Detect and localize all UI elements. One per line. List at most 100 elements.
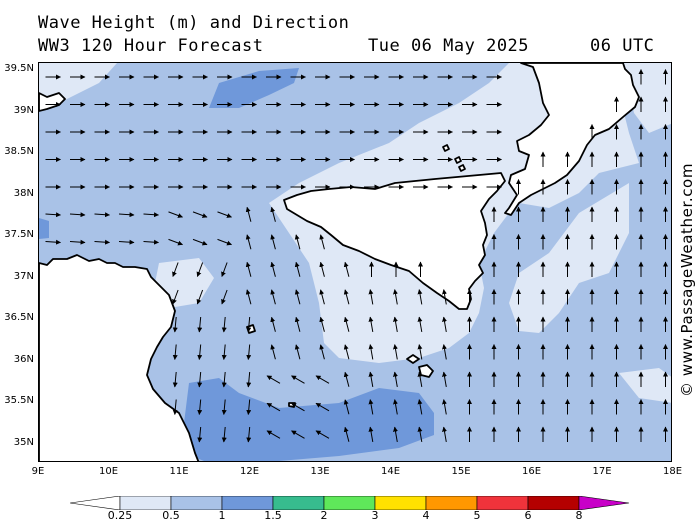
colorbar-segment (221, 496, 274, 510)
direction-arrow (319, 289, 325, 305)
colorbar-segment (374, 496, 427, 510)
direction-arrow (417, 289, 423, 305)
direction-arrow (368, 371, 374, 387)
lat-label: 37.5N (4, 229, 34, 240)
direction-arrow (168, 238, 183, 246)
direction-arrow (245, 234, 252, 250)
lon-label: 12E (239, 466, 260, 477)
direction-arrow (319, 344, 325, 360)
direction-arrow (168, 211, 183, 218)
direction-arrow (45, 212, 61, 218)
direction-arrow (69, 239, 86, 245)
direction-arrow (196, 262, 204, 277)
lat-label: 38.5N (4, 146, 34, 157)
copyright-credit: © www.PassageWeather.com (678, 162, 696, 398)
direction-arrow (343, 289, 350, 305)
direction-arrow (368, 426, 374, 442)
direction-arrow (343, 371, 350, 387)
direction-arrow (266, 402, 281, 412)
wave-direction-arrows (45, 69, 668, 443)
colorbar-segment (272, 496, 325, 510)
direction-arrow (417, 371, 423, 387)
lon-label: 13E (310, 466, 330, 477)
map-canvas (39, 63, 671, 461)
colorbar-segment (425, 496, 478, 510)
colorbar-min-triangle (70, 496, 121, 510)
direction-arrow (319, 316, 325, 332)
direction-arrow (442, 344, 447, 360)
direction-arrow (245, 206, 252, 222)
direction-arrow (294, 344, 301, 360)
direction-arrow (221, 316, 227, 333)
direction-arrow (246, 316, 252, 333)
direction-arrow (294, 234, 301, 250)
direction-arrow (315, 375, 330, 384)
direction-arrow (343, 399, 350, 415)
direction-arrow (245, 289, 252, 305)
direction-arrow (270, 206, 276, 222)
colorbar-label: 3 (371, 509, 379, 522)
direction-arrow (197, 344, 203, 360)
wave-height-map[interactable] (38, 62, 672, 462)
direction-arrow (417, 344, 423, 360)
forecast-date: Tue 06 May 2025 (368, 36, 530, 56)
lon-label: 16E (521, 466, 542, 477)
direction-arrow (343, 316, 350, 332)
direction-arrow (270, 261, 276, 277)
direction-arrow (217, 238, 232, 246)
lat-label: 39.5N (4, 63, 34, 74)
direction-arrow (246, 399, 252, 415)
direction-arrow (246, 344, 252, 360)
direction-arrow (246, 426, 252, 443)
colorbar-segment (323, 496, 376, 510)
direction-arrow (221, 371, 227, 388)
direction-arrow (172, 289, 179, 305)
direction-arrow (172, 344, 178, 360)
direction-arrow (172, 399, 178, 415)
direction-arrow (315, 430, 330, 439)
lon-label: 9E (31, 466, 45, 477)
direction-arrow (291, 430, 305, 439)
colorbar-label: 2 (320, 509, 328, 522)
colorbar-label: 1.5 (264, 509, 282, 522)
direction-arrow (45, 239, 61, 245)
direction-arrow (291, 375, 305, 384)
direction-arrow (197, 399, 203, 415)
direction-arrow (197, 371, 203, 388)
direction-arrow (442, 371, 447, 387)
direction-arrow (221, 262, 228, 277)
direction-arrow (417, 426, 423, 442)
direction-arrow (94, 212, 110, 218)
lon-label: 15E (451, 466, 471, 477)
direction-arrow (118, 239, 135, 245)
direction-arrow (192, 238, 208, 246)
direction-arrow (315, 402, 330, 412)
direction-arrow (319, 234, 325, 250)
colorbar-segment (119, 496, 172, 510)
direction-arrow (94, 239, 110, 245)
direction-arrow (368, 289, 374, 305)
direction-arrow (270, 344, 276, 360)
direction-arrow (221, 289, 228, 305)
direction-arrow (172, 262, 179, 277)
lat-label: 36N (13, 353, 34, 365)
direction-arrow (393, 316, 398, 332)
direction-arrow (270, 289, 276, 305)
direction-arrow (294, 316, 301, 332)
colorbar-label: 5 (473, 509, 481, 522)
colorbar-max-triangle (578, 496, 630, 510)
colorbar-label: 0.5 (162, 509, 180, 522)
colorbar (70, 496, 630, 510)
lat-label: 35.5N (4, 395, 34, 406)
lon-label: 11E (169, 466, 189, 477)
direction-arrow (266, 430, 281, 439)
lat-label: 36.5N (4, 312, 34, 323)
direction-arrow (172, 316, 178, 333)
direction-arrow (69, 212, 86, 218)
direction-arrow (172, 371, 178, 388)
direction-arrow (291, 402, 305, 412)
colorbar-label: 0.25 (107, 509, 133, 522)
direction-arrow (266, 375, 281, 384)
direction-arrow (270, 316, 276, 332)
direction-arrow (368, 316, 374, 332)
